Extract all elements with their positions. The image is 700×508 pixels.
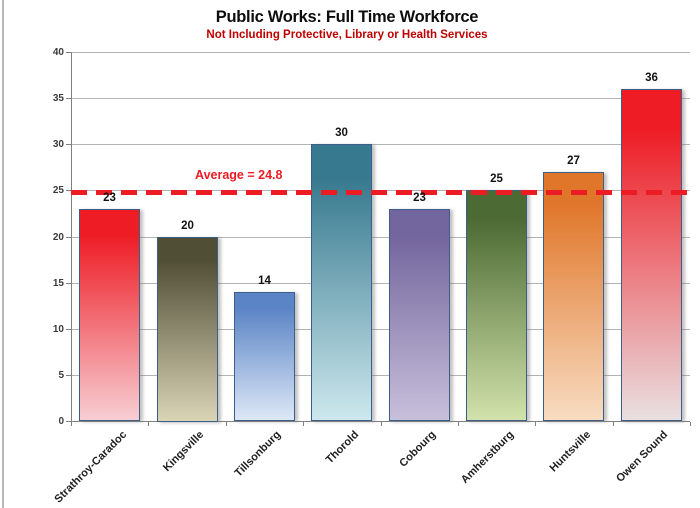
- bar-thorold: [311, 144, 372, 421]
- bar-value-tillsonburg: 14: [258, 275, 271, 287]
- x-tick-5: [458, 422, 459, 426]
- chart-subtitle: Not Including Protective, Library or Hea…: [206, 29, 488, 41]
- y-tick-25: [66, 190, 71, 191]
- y-tick-label-0: 0: [58, 416, 64, 427]
- y-tick-label-15: 15: [52, 278, 64, 289]
- x-tick-1: [148, 422, 149, 426]
- bar-strathroy-caradoc: [79, 209, 140, 421]
- x-tick-4: [381, 422, 382, 426]
- x-tick-2: [226, 422, 227, 426]
- bar-value-owen-sound: 36: [645, 72, 658, 84]
- y-tick-40: [66, 52, 71, 53]
- y-tick-label-35: 35: [52, 93, 64, 104]
- bar-amherstburg: [466, 190, 527, 421]
- y-axis-line: [71, 52, 72, 421]
- gridline-5: [71, 375, 690, 376]
- y-tick-label-40: 40: [52, 47, 64, 58]
- gridline-20: [71, 237, 690, 238]
- average-value-label: Average = 24.8: [195, 168, 283, 182]
- y-tick-label-5: 5: [58, 370, 64, 381]
- bar-value-amherstburg: 25: [490, 173, 503, 185]
- y-tick-label-30: 30: [52, 139, 64, 150]
- x-tick-6: [535, 422, 536, 426]
- bar-value-cobourg: 23: [413, 192, 426, 204]
- bar-huntsville: [543, 172, 604, 421]
- y-tick-10: [66, 329, 71, 330]
- y-tick-0: [66, 421, 71, 422]
- y-tick-label-25: 25: [52, 185, 64, 196]
- average-line: [71, 190, 690, 195]
- category-label-strathroy-caradoc: Strathroy-Caradoc: [52, 428, 130, 506]
- chart-title: Public Works: Full Time Workforce: [215, 8, 479, 26]
- bar-value-huntsville: 27: [567, 155, 580, 167]
- x-tick-8: [690, 422, 691, 426]
- left-frame-line: [2, 0, 4, 508]
- y-tick-15: [66, 283, 71, 284]
- gridline-40: [71, 52, 690, 53]
- y-tick-label-20: 20: [52, 232, 64, 243]
- x-tick-3: [303, 422, 304, 426]
- y-tick-30: [66, 144, 71, 145]
- x-axis-line: [71, 421, 690, 422]
- bar-value-strathroy-caradoc: 23: [103, 192, 116, 204]
- bar-value-thorold: 30: [335, 127, 348, 139]
- y-tick-5: [66, 375, 71, 376]
- x-tick-7: [613, 422, 614, 426]
- bar-cobourg: [389, 209, 450, 421]
- bar-value-kingsville: 20: [181, 220, 194, 232]
- gridline-35: [71, 98, 690, 99]
- gridline-15: [71, 283, 690, 284]
- gridline-30: [71, 144, 690, 145]
- y-tick-20: [66, 237, 71, 238]
- bar-kingsville: [157, 237, 218, 422]
- y-tick-label-10: 10: [52, 324, 64, 335]
- x-tick-0: [71, 422, 72, 426]
- bar-owen-sound: [621, 89, 682, 421]
- bar-tillsonburg: [234, 292, 295, 421]
- y-tick-35: [66, 98, 71, 99]
- gridline-10: [71, 329, 690, 330]
